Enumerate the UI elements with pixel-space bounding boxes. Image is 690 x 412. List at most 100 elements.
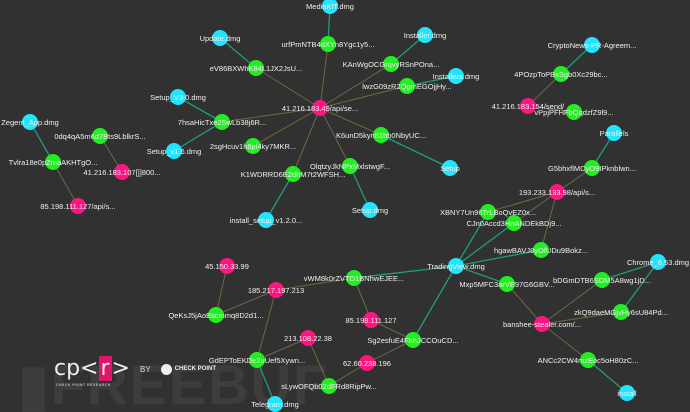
edge [252, 107, 321, 147]
edge [319, 107, 351, 167]
file-node[interactable] [650, 254, 666, 270]
hash-node[interactable] [499, 276, 515, 292]
file-node[interactable] [619, 385, 635, 401]
hash-node[interactable] [248, 60, 264, 76]
file-node[interactable] [170, 89, 186, 105]
edge [487, 191, 558, 213]
node-label: TradingView.dmg [427, 262, 485, 271]
node-label: 4POzpToPBxSgb0Xc29bc... [514, 70, 607, 79]
file-node[interactable] [606, 125, 622, 141]
hash-node[interactable] [480, 204, 496, 220]
node-label: 41.216.183.49/api/se... [282, 104, 358, 113]
node-label: Telegram.dmg [251, 400, 299, 409]
hash-node[interactable] [321, 378, 337, 394]
node-label: Parallels [600, 129, 629, 138]
edge [275, 277, 355, 291]
node-label: install [617, 389, 637, 398]
file-node[interactable] [267, 396, 283, 412]
file-node[interactable] [362, 202, 378, 218]
edge [455, 249, 542, 267]
edge [541, 311, 622, 325]
hash-node[interactable] [383, 56, 399, 72]
file-node[interactable] [258, 212, 274, 228]
hash-node[interactable] [346, 270, 362, 286]
node-label: 193.233.133.98/api/s... [519, 188, 595, 197]
hash-node[interactable] [506, 215, 522, 231]
node-label: Tvlra18e0pZmaAKHTgO... [9, 158, 98, 167]
node-label: 85.198.111.127/api/s... [40, 202, 115, 211]
file-node[interactable] [584, 37, 600, 53]
hash-node[interactable] [594, 272, 610, 288]
hash-node[interactable] [249, 352, 265, 368]
node-label: 213.108.22.38 [284, 334, 332, 343]
hash-node[interactable] [405, 332, 421, 348]
edge [406, 75, 457, 87]
node-label: install_setup_v1.2.0... [230, 216, 303, 225]
node-label: 0dq4qA5m6d7Bts9LblkrS... [54, 132, 145, 141]
cpr-logo-subtitle: CHECK POINT RESEARCH [56, 383, 111, 387]
edge [319, 85, 408, 109]
file-node[interactable] [448, 68, 464, 84]
hash-node[interactable] [580, 352, 596, 368]
ip-node[interactable] [363, 312, 379, 328]
hash-node[interactable] [566, 104, 582, 120]
node-label: Update.dmg [200, 34, 241, 43]
node-label: 7hsaHicTxe2SwLb38j6R... [178, 118, 266, 127]
file-node[interactable] [212, 30, 228, 46]
edge [540, 191, 558, 251]
node-label: 2sgHcuv1h8pl4ky7MKR... [210, 142, 296, 151]
node-label: G5bhxflMCyO9IPknblwn... [548, 164, 636, 173]
edge [455, 211, 489, 267]
file-node[interactable] [442, 160, 458, 176]
node-label: QeKsJ5jAoBscmmq8D2d1... [168, 311, 263, 320]
file-node[interactable] [448, 258, 464, 274]
hash-node[interactable] [320, 36, 336, 52]
node-label: bDGmDTB6SDM5A8wg1jD... [553, 276, 651, 285]
node-label: K1WDRRD6E2dhM7t2WFSH... [241, 170, 346, 179]
node-label: eV86BXWhK84L1JX2JsU... [210, 64, 303, 73]
file-node[interactable] [166, 143, 182, 159]
file-node[interactable] [417, 27, 433, 43]
hash-node[interactable] [208, 307, 224, 323]
node-label: CJn0Accd3HnANDEkBDj9... [466, 219, 561, 228]
ip-node[interactable] [534, 316, 550, 332]
ip-node[interactable] [70, 198, 86, 214]
ip-node[interactable] [219, 258, 235, 274]
ip-node[interactable] [268, 282, 284, 298]
node-label: Setup.dmg [352, 206, 388, 215]
edge [587, 359, 628, 394]
ip-node[interactable] [114, 164, 130, 180]
file-node[interactable] [322, 0, 338, 14]
ip-node[interactable] [312, 100, 328, 116]
ip-node[interactable] [359, 355, 375, 371]
hash-node[interactable] [214, 114, 230, 130]
hash-node[interactable] [342, 158, 358, 174]
hash-node[interactable] [553, 66, 569, 82]
edge [513, 191, 558, 224]
node-label: hgawBAVJ8yOfUDu9Bokz... [494, 246, 588, 255]
ip-node[interactable] [520, 98, 536, 114]
edge [215, 289, 277, 316]
node-label: Installer.dmg [404, 31, 447, 40]
hash-node[interactable] [613, 304, 629, 320]
hash-node[interactable] [584, 160, 600, 176]
hash-node[interactable] [533, 242, 549, 258]
node-label: lwzG09zR2QgmEGOjjHy... [362, 82, 451, 91]
hash-node[interactable] [373, 127, 389, 143]
hash-node[interactable] [399, 78, 415, 94]
ip-node[interactable] [549, 184, 565, 200]
edge [215, 265, 228, 316]
node-label: 45.150.33.99 [205, 262, 249, 271]
edge [412, 265, 457, 341]
file-node[interactable] [22, 114, 38, 130]
ip-node[interactable] [300, 330, 316, 346]
edge [380, 134, 451, 169]
hash-node[interactable] [245, 138, 261, 154]
edge [319, 63, 392, 109]
hash-node[interactable] [92, 128, 108, 144]
edge [601, 261, 659, 281]
hash-node[interactable] [285, 166, 301, 182]
edge [307, 337, 330, 387]
hash-node[interactable] [45, 154, 61, 170]
